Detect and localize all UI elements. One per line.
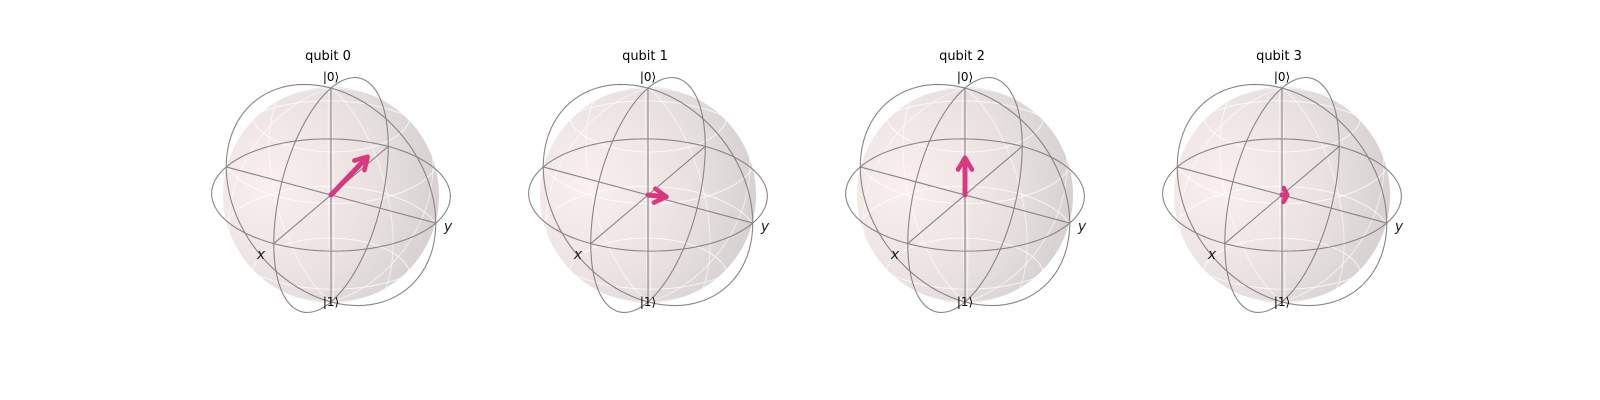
y-axis-label: y [1394, 219, 1404, 235]
state-vector-arrowhead [1281, 185, 1290, 205]
state-vector-shaft [645, 192, 662, 199]
ket-zero-label: |0⟩ [1274, 70, 1290, 84]
state-vector-shaft [328, 159, 366, 198]
ket-one-label: |1⟩ [957, 295, 973, 309]
bloch-sphere-qubit-0: qubit 0 |0⟩ |1⟩ x y [211, 49, 453, 317]
state-vector-arrowhead [352, 154, 370, 173]
qubit-title: qubit 2 [939, 49, 985, 64]
state-vector-arrowhead [651, 186, 669, 205]
bloch-sphere-qubit-1: qubit 1 |0⟩ |1⟩ x y [528, 49, 770, 317]
ket-one-label: |1⟩ [640, 295, 656, 309]
x-axis-label: x [1207, 247, 1217, 263]
state-vector-arrowhead [955, 155, 975, 172]
x-axis-label: x [256, 247, 266, 263]
x-axis-label: x [573, 247, 583, 263]
x-axis-label: x [890, 247, 900, 263]
qubit-title: qubit 0 [305, 49, 351, 64]
qubit-title: qubit 1 [622, 49, 668, 64]
y-axis-label: y [760, 219, 770, 235]
y-axis-label: y [1077, 219, 1087, 235]
bloch-sphere-qubit-2: qubit 2 |0⟩ |1⟩ x y [845, 49, 1087, 317]
ket-zero-label: |0⟩ [640, 70, 656, 84]
ket-one-label: |1⟩ [323, 295, 339, 309]
y-axis-label: y [443, 219, 453, 235]
bloch-sphere-qubit-3: qubit 3 |0⟩ |1⟩ x y [1162, 49, 1404, 317]
ket-zero-label: |0⟩ [323, 70, 339, 84]
ket-one-label: |1⟩ [1274, 295, 1290, 309]
ket-zero-label: |0⟩ [957, 70, 973, 84]
qubit-title: qubit 3 [1256, 49, 1302, 64]
